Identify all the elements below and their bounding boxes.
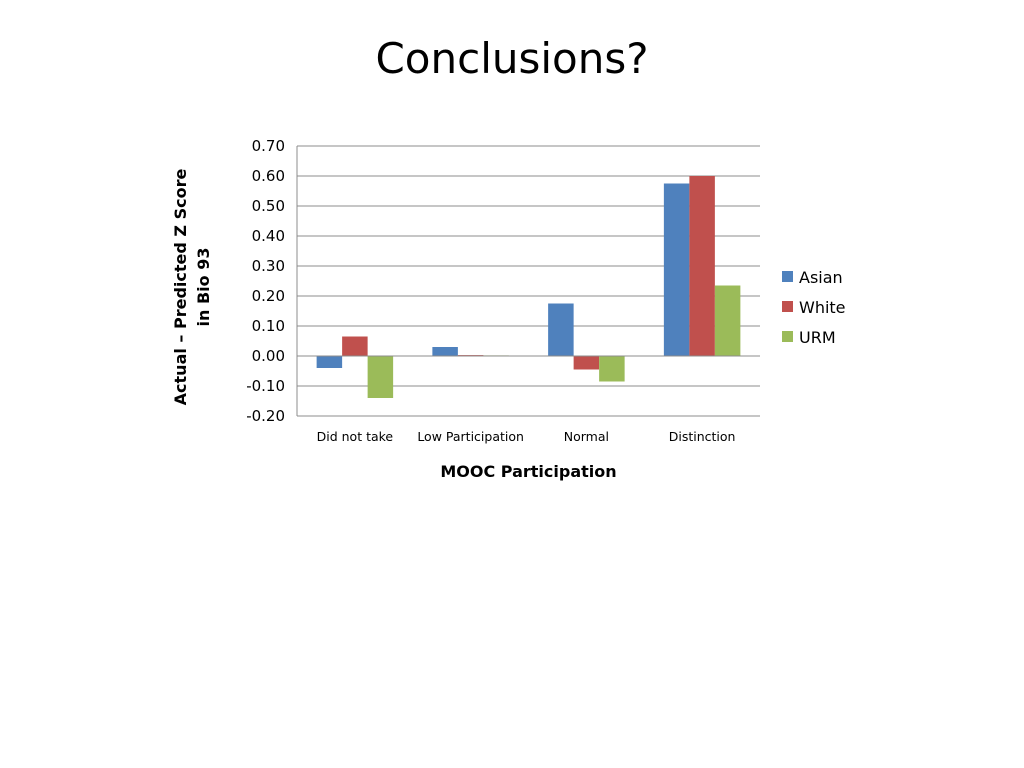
y-tick-label: -0.20 [246,407,285,425]
y-axis-title: Actual – Predicted Z Score in Bio 93 [171,169,213,406]
bar-white-3 [689,176,715,356]
bar-asian-0 [316,356,343,368]
bar-asian-1 [432,347,458,356]
y-tick-labels: -0.20 -0.10 0.00 0.10 0.20 0.30 0.40 0.50 0.60 0.… [246,137,285,425]
category-labels: Did not take Low Participation Normal Disti… [317,429,736,444]
x-axis-title: MOOC Participation [440,462,616,481]
legend-label-asian: Asian [799,268,843,287]
y-tick-label: 0.40 [252,227,285,245]
legend-label-white: White [799,298,846,317]
legend-swatch-asian [782,271,793,282]
bar-white-0 [342,336,368,356]
bar-white-2 [573,356,600,370]
legend-label-urm: URM [799,328,836,347]
bar-asian-2 [548,303,574,356]
bar-urm-0 [367,356,394,398]
slide-title: Conclusions? [375,34,649,83]
y-tick-label: 0.60 [252,167,285,185]
y-tick-label: 0.30 [252,257,285,275]
bar-urm-3 [714,285,741,356]
legend: Asian White URM [782,268,846,347]
y-tick-label: -0.10 [246,377,285,395]
legend-swatch-urm [782,331,793,342]
y-tick-label: 0.50 [252,197,285,215]
category-label: Distinction [669,429,736,444]
category-label: Did not take [317,429,394,444]
bar-asian-3 [663,183,690,356]
category-label: Normal [564,429,609,444]
bars [316,176,741,398]
legend-swatch-white [782,301,793,312]
y-tick-label: 0.10 [252,317,285,335]
y-tick-label: 0.00 [252,347,285,365]
y-tick-label: 0.70 [252,137,285,155]
bar-urm-2 [599,356,625,382]
category-label: Low Participation [417,429,524,444]
y-tick-label: 0.20 [252,287,285,305]
